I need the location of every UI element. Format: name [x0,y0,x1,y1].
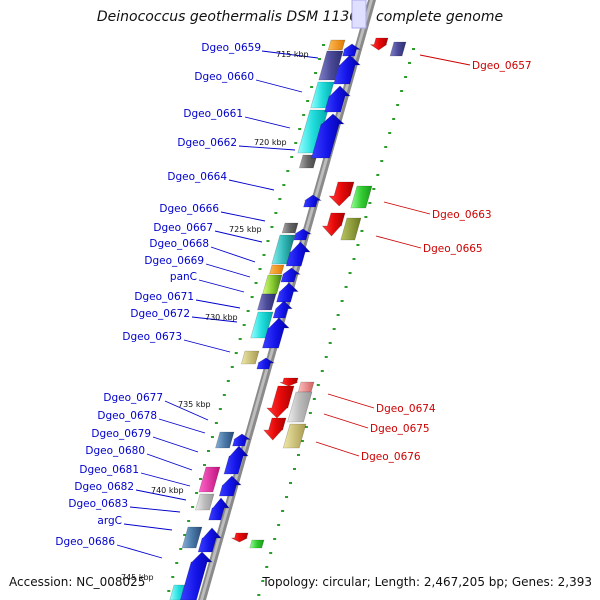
gene-arrow-dgeo-0661[interactable] [324,85,351,113]
gene-label-dgeo-0668[interactable]: Dgeo_0668 [149,238,209,250]
gene-feature-dgeo-0681-box[interactable] [198,466,221,493]
gene-feature-dgeo-0659-box[interactable] [327,39,346,51]
gene-label-dgeo-0661[interactable]: Dgeo_0661 [183,108,243,120]
gene-arrow-dgeo-0657[interactable] [369,37,389,51]
gene-label-panc[interactable]: panC [170,271,197,283]
gene-feature-dgeo-0666-box[interactable] [281,222,299,234]
gene-feature-dgeo-0682-box[interactable] [195,493,215,511]
tick-label: 735 kbp [178,400,211,409]
gene-label-dgeo-0669[interactable]: Dgeo_0669 [144,255,204,267]
gene-label-dgeo-0660[interactable]: Dgeo_0660 [194,71,254,83]
gene-arrow-dgeo-0683[interactable] [208,497,230,521]
gene-label-dgeo-0679[interactable]: Dgeo_0679 [91,428,151,440]
tick-label: 740 kbp [151,486,184,495]
gene-arrow-dgeo-0673[interactable] [256,357,276,370]
gene-label-dgeo-0667[interactable]: Dgeo_0667 [153,222,213,234]
gene-label-dgeo-0686[interactable]: Dgeo_0686 [55,536,115,548]
gene-feature-argc-box[interactable] [181,526,203,549]
leader-lines [116,50,471,559]
gene-label-dgeo-0671[interactable]: Dgeo_0671 [134,291,194,303]
gene-label-dgeo-0676[interactable]: Dgeo_0676 [361,451,421,463]
gene-arrow-dgeo-0674[interactable] [279,377,299,387]
gene-arrow-dgeo-0668[interactable] [285,241,311,267]
gene-label-dgeo-0672[interactable]: Dgeo_0672 [130,308,190,320]
gene-label-dgeo-0675[interactable]: Dgeo_0675 [370,423,430,435]
gene-arrow-dgeo-0679[interactable] [223,445,249,475]
gene-feature-dgeo-0663-box[interactable] [350,185,373,209]
genome-title: Deinococcus geothermalis DSM 11300, comp… [96,9,504,25]
accession-label: Accession: NC_008025 [9,575,146,589]
gene-label-argc[interactable]: argC [97,515,122,527]
gene-arrow-dgeo-0665[interactable] [321,212,346,237]
gene-label-dgeo-0682[interactable]: Dgeo_0682 [74,481,134,493]
gene-label-dgeo-0665[interactable]: Dgeo_0665 [423,243,483,255]
gene-feature-small-b[interactable] [249,539,265,549]
gene-feature-dgeo-0676-box[interactable] [282,423,307,449]
gene-arrow-dgeo-0663[interactable] [328,181,355,207]
gene-label-dgeo-0683[interactable]: Dgeo_0683 [68,498,128,510]
gene-arrow-dgeo-0680[interactable] [218,475,242,497]
gene-feature-dgeo-0660-box[interactable] [318,50,344,81]
gene-arrow-dgeo-0675[interactable] [266,385,295,419]
gene-label-dgeo-0657[interactable]: Dgeo_0657 [472,60,532,72]
gene-label-dgeo-0674[interactable]: Dgeo_0674 [376,403,436,415]
gene-feature-dgeo-0665-box[interactable] [340,217,362,241]
gene-arrow-dgeo-0671[interactable] [272,300,293,319]
gene-arrow-dgeo-0677[interactable] [232,433,251,447]
gene-feature-dgeo-0657-box[interactable] [389,41,407,57]
tick-label: 745 kbp [121,573,154,582]
gene-arrow-argc[interactable] [197,527,222,553]
gene-arrow-dgeo-0676[interactable] [263,417,287,441]
tick-label: 715 kbp [276,50,309,59]
gene-feature-dgeo-0662-box[interactable] [298,154,318,169]
gene-arrow-small-a[interactable] [231,532,249,543]
gene-label-dgeo-0678[interactable]: Dgeo_0678 [97,410,157,422]
tick-label: 720 kbp [254,138,287,147]
gene-label-dgeo-0659[interactable]: Dgeo_0659 [201,42,261,54]
tick-marks [167,44,415,596]
gene-label-dgeo-0677[interactable]: Dgeo_0677 [103,392,163,404]
gene-label-dgeo-0681[interactable]: Dgeo_0681 [79,464,139,476]
gene-arrow-dgeo-0662[interactable] [311,113,345,159]
gene-label-dgeo-0666[interactable]: Dgeo_0666 [159,203,219,215]
backbone-top-feature [351,0,367,29]
gene-feature-panc-box[interactable] [257,293,277,311]
gene-feature-dgeo-0673-box[interactable] [240,350,260,365]
gene-feature-dgeo-0669-box[interactable] [262,274,283,295]
gene-feature-dgeo-0678-box[interactable] [215,431,235,449]
tick-label: 730 kbp [205,313,238,322]
gene-arrow-dgeo-0659[interactable] [342,43,361,57]
gene-feature-dgeo-0668-box[interactable] [269,264,285,275]
topology-label: Topology: circular; Length: 2,467,205 bp… [262,575,592,589]
gene-label-dgeo-0662[interactable]: Dgeo_0662 [177,137,237,149]
gene-label-dgeo-0680[interactable]: Dgeo_0680 [85,445,145,457]
gene-feature-dgeo-0674-box[interactable] [297,381,315,393]
gene-features [169,37,407,600]
gene-arrow-dgeo-0672[interactable] [262,317,290,349]
gene-label-dgeo-0663[interactable]: Dgeo_0663 [432,209,492,221]
gene-feature-dgeo-0675-box[interactable] [287,391,313,423]
gene-arrow-dgeo-0660[interactable] [333,54,361,85]
gene-arrow-dgeo-0669[interactable] [280,267,301,283]
gene-label-dgeo-0664[interactable]: Dgeo_0664 [167,171,227,183]
gene-arrow-dgeo-0667[interactable] [293,228,313,241]
tick-label: 725 kbp [229,225,262,234]
gene-arrow-dgeo-0686[interactable] [180,551,213,600]
gene-label-dgeo-0673[interactable]: Dgeo_0673 [122,331,182,343]
gene-arrow-dgeo-0664[interactable] [303,194,322,208]
